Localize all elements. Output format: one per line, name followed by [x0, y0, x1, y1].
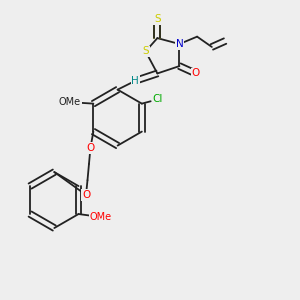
Text: O: O	[82, 190, 90, 200]
Text: OMe: OMe	[59, 97, 81, 107]
Text: OMe: OMe	[90, 212, 112, 222]
Text: N: N	[176, 39, 183, 49]
Text: O: O	[86, 143, 94, 153]
Text: S: S	[154, 14, 161, 24]
Text: O: O	[191, 68, 200, 78]
Text: S: S	[142, 46, 149, 56]
Text: Cl: Cl	[153, 94, 163, 104]
Text: H: H	[131, 76, 139, 86]
